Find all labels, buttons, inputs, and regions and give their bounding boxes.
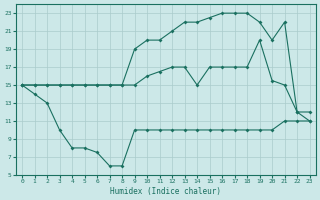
X-axis label: Humidex (Indice chaleur): Humidex (Indice chaleur) <box>110 187 221 196</box>
